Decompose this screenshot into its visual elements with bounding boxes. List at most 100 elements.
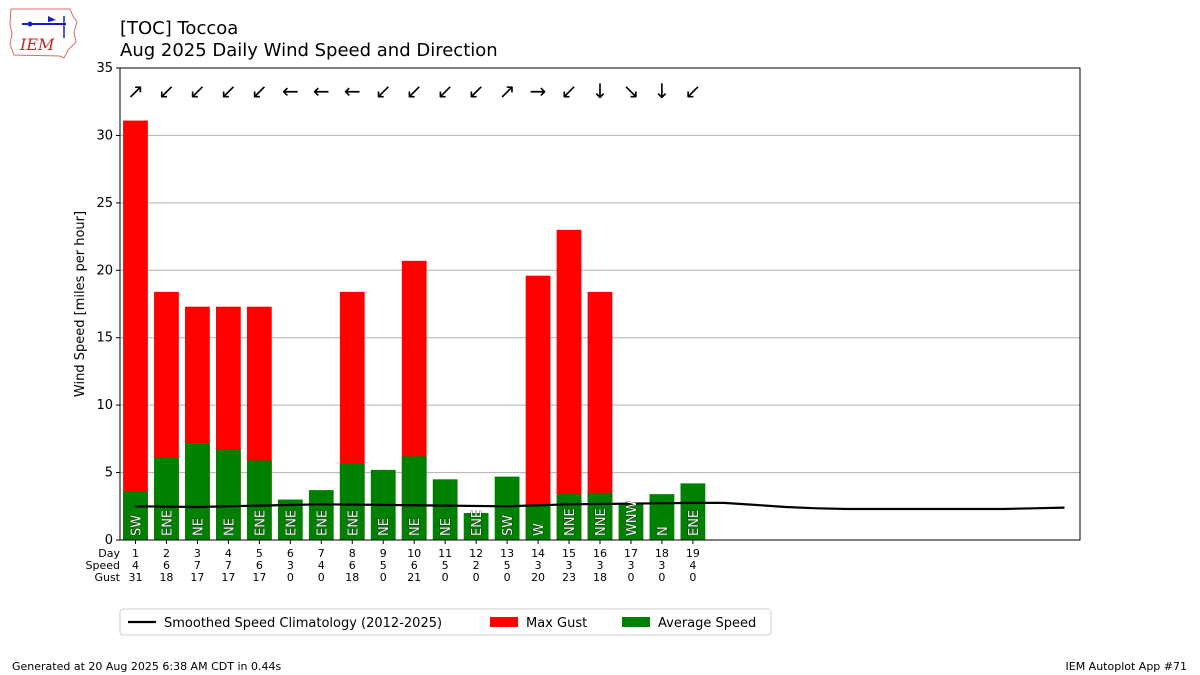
speed-label: 3	[658, 559, 665, 572]
gust-label: 0	[473, 571, 480, 584]
wind-arrow: ↙	[561, 79, 578, 103]
gust-label: 0	[442, 571, 449, 584]
row-label-speed: Speed	[86, 559, 120, 572]
average-bar	[432, 479, 458, 540]
wind-arrow: ↙	[220, 79, 237, 103]
day-label: 17	[624, 547, 638, 560]
average-bar	[618, 503, 644, 540]
day-label: 6	[287, 547, 294, 560]
direction-label: ENE	[346, 510, 361, 536]
legend-label: Average Speed	[658, 616, 756, 631]
gust-bar	[123, 120, 148, 540]
speed-label: 6	[349, 559, 356, 572]
wind-arrow: ↙	[437, 79, 454, 103]
legend-box	[119, 608, 772, 636]
direction-label: NE	[439, 518, 454, 536]
wind-arrow: ↙	[685, 79, 702, 103]
direction-label: NE	[377, 518, 392, 536]
day-label: 13	[500, 547, 514, 560]
speed-label: 3	[597, 559, 604, 572]
day-label: 2	[163, 547, 170, 560]
legend-label: Smoothed Speed Climatology (2012-2025)	[164, 616, 442, 631]
day-label: 7	[318, 547, 325, 560]
generated-note: Generated at 20 Aug 2025 6:38 AM CDT in …	[12, 660, 282, 673]
wind-arrow: ↙	[406, 79, 423, 103]
wind-arrow: ←	[282, 79, 299, 103]
average-bar	[494, 476, 520, 540]
day-label: 5	[256, 547, 263, 560]
gust-label: 21	[407, 571, 421, 584]
average-bar	[308, 490, 334, 540]
day-label: 3	[194, 547, 201, 560]
speed-label: 3	[627, 559, 634, 572]
speed-label: 6	[163, 559, 170, 572]
y-tick-label: 35	[96, 61, 113, 76]
legend-patch-swatch	[622, 617, 650, 627]
day-label: 18	[655, 547, 669, 560]
direction-label: NE	[408, 518, 423, 536]
gust-label: 0	[658, 571, 665, 584]
wind-arrow: ↙	[375, 79, 392, 103]
average-bar	[525, 504, 551, 540]
day-label: 12	[469, 547, 483, 560]
speed-label: 3	[566, 559, 573, 572]
gust-label: 20	[531, 571, 545, 584]
wind-arrow: ↙	[468, 79, 485, 103]
speed-label: 6	[411, 559, 418, 572]
gust-label: 31	[128, 571, 142, 584]
y-tick-label: 25	[96, 196, 113, 211]
gust-label: 18	[159, 571, 173, 584]
gust-label: 0	[287, 571, 294, 584]
day-label: 1	[132, 547, 139, 560]
speed-label: 3	[535, 559, 542, 572]
chart-title: [TOC] Toccoa	[120, 18, 239, 39]
gust-label: 23	[562, 571, 576, 584]
climatology-line	[135, 501, 1065, 511]
gust-label: 0	[504, 571, 511, 584]
gust-label: 0	[380, 571, 387, 584]
wind-arrow: →	[530, 79, 547, 103]
wind-arrow: ↘	[623, 79, 640, 103]
direction-label: SW	[129, 515, 144, 536]
speed-label: 5	[504, 559, 511, 572]
svg-text:IEM: IEM	[19, 35, 55, 54]
legend-patch-swatch	[490, 617, 518, 627]
gust-label: 0	[689, 571, 696, 584]
direction-label: ENE	[470, 510, 485, 536]
wind-arrow: ←	[313, 79, 330, 103]
average-bar	[123, 491, 148, 540]
gust-label: 18	[345, 571, 359, 584]
speed-label: 4	[318, 559, 325, 572]
direction-label: ENE	[315, 510, 330, 536]
gust-bar	[525, 275, 551, 540]
average-bar	[587, 492, 613, 540]
average-bar	[556, 494, 582, 540]
gust-label: 17	[252, 571, 266, 584]
gust-label: 17	[190, 571, 204, 584]
y-tick-label: 10	[96, 398, 113, 413]
speed-label: 4	[132, 559, 139, 572]
row-label-day: Day	[98, 547, 120, 560]
average-bar	[339, 463, 365, 540]
average-bar	[649, 494, 675, 540]
speed-label: 6	[256, 559, 263, 572]
speed-label: 3	[287, 559, 294, 572]
average-bar	[246, 460, 272, 540]
y-tick-label: 15	[96, 331, 113, 346]
app-credit: IEM Autoplot App #71	[1065, 660, 1188, 673]
y-tick-label: 30	[96, 128, 113, 143]
gust-label: 0	[318, 571, 325, 584]
legend-label: Max Gust	[526, 616, 587, 631]
wind-arrow: ←	[344, 79, 361, 103]
speed-label: 2	[473, 559, 480, 572]
gust-label: 0	[627, 571, 634, 584]
direction-label: ENE	[687, 510, 702, 536]
speed-label: 7	[225, 559, 232, 572]
day-label: 4	[225, 547, 232, 560]
y-tick-label: 0	[105, 533, 113, 548]
speed-label: 5	[442, 559, 449, 572]
direction-label: ENE	[284, 510, 299, 536]
iem-logo: IEM	[9, 8, 78, 59]
chart-subtitle: Aug 2025 Daily Wind Speed and Direction	[120, 40, 498, 61]
